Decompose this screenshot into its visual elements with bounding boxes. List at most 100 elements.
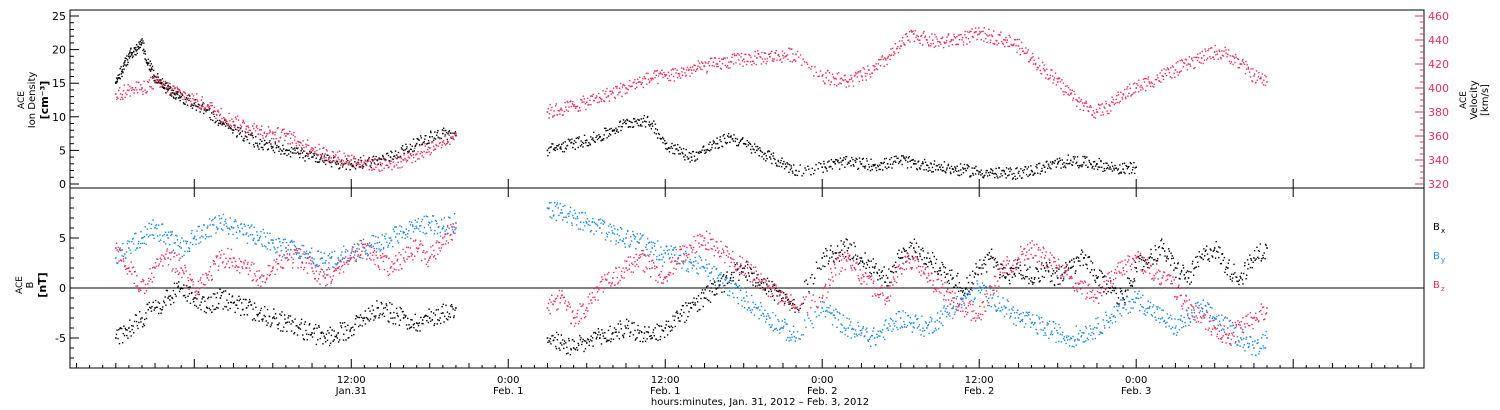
density-point	[221, 122, 224, 125]
velocity-point	[216, 110, 219, 113]
bx-point	[362, 317, 364, 320]
density-point	[711, 146, 713, 149]
density-point	[171, 89, 173, 91]
bx-point	[309, 334, 312, 336]
bx-point	[768, 290, 770, 293]
bx-point	[1209, 248, 1211, 250]
by-point	[134, 249, 137, 251]
density-point	[1001, 169, 1003, 172]
density-point	[292, 148, 294, 150]
velocity-point	[423, 150, 425, 153]
velocity-point	[287, 143, 289, 145]
velocity-point	[658, 72, 660, 75]
velocity-point	[424, 142, 426, 145]
bx-point	[942, 263, 944, 266]
density-point	[445, 129, 447, 132]
velocity-point	[421, 155, 423, 157]
velocity-point	[947, 33, 950, 35]
velocity-point	[341, 163, 344, 165]
bx-point	[581, 343, 583, 346]
velocity-point	[1023, 52, 1026, 54]
velocity-point	[717, 65, 719, 68]
bx-point	[1074, 272, 1076, 274]
bx-point	[722, 274, 725, 276]
by-point	[152, 234, 155, 236]
bx-point	[970, 288, 972, 291]
velocity-point	[743, 61, 746, 63]
velocity-point	[1212, 56, 1215, 58]
velocity-point	[629, 85, 632, 88]
bx-point	[445, 304, 447, 306]
bx-point	[622, 336, 625, 339]
velocity-point	[1209, 47, 1212, 49]
velocity-point	[1199, 52, 1201, 55]
density-point	[121, 71, 124, 73]
bx-point	[847, 247, 850, 249]
velocity-point	[689, 75, 691, 77]
bx-point	[437, 309, 439, 311]
velocity-point	[1117, 94, 1120, 96]
bx-point	[358, 316, 361, 319]
bx-point	[607, 329, 610, 332]
velocity-point	[409, 153, 412, 155]
density-point	[447, 133, 449, 135]
by-point	[321, 257, 323, 259]
bx-point	[881, 270, 884, 272]
velocity-point	[1136, 83, 1138, 85]
density-point	[148, 69, 151, 71]
bx-point	[446, 311, 449, 313]
density-point	[1011, 173, 1013, 175]
density-point	[702, 146, 704, 148]
density-point	[138, 46, 141, 49]
density-point	[981, 172, 984, 175]
density-point	[576, 136, 579, 139]
density-point	[923, 169, 925, 171]
bx-point	[303, 339, 305, 341]
velocity-point	[685, 75, 687, 77]
density-point	[662, 141, 664, 144]
velocity-point	[1262, 84, 1265, 86]
velocity-point	[979, 32, 982, 34]
bx-point	[1075, 270, 1077, 272]
velocity-point	[1188, 55, 1190, 58]
density-point	[212, 111, 215, 113]
bx-point	[594, 332, 597, 335]
bx-point	[826, 249, 828, 252]
density-point	[719, 139, 721, 141]
density-point	[157, 76, 159, 79]
velocity-point	[779, 59, 781, 62]
bx-point	[696, 310, 699, 313]
velocity-point	[153, 77, 155, 79]
velocity-point	[1169, 76, 1172, 78]
density-point	[929, 169, 931, 172]
velocity-point	[269, 131, 271, 133]
density-point	[135, 44, 138, 46]
bx-point	[999, 277, 1001, 279]
bx-point	[842, 253, 844, 256]
density-point	[354, 168, 357, 170]
velocity-point	[442, 141, 444, 143]
density-point	[737, 145, 739, 147]
by-point	[437, 226, 440, 229]
density-point	[924, 161, 927, 163]
bx-point	[187, 295, 189, 297]
bx-point	[943, 266, 945, 268]
density-point	[779, 162, 782, 164]
velocity-point	[688, 68, 690, 71]
bx-point	[988, 252, 991, 254]
bx-point	[1035, 267, 1037, 269]
density-point	[775, 164, 778, 166]
by-point	[560, 209, 563, 211]
density-point	[405, 148, 408, 150]
bx-point	[403, 314, 405, 316]
by-point	[125, 251, 128, 253]
velocity-point	[421, 151, 424, 154]
density-point	[345, 168, 347, 170]
velocity-point	[745, 53, 747, 56]
bx-point	[650, 334, 652, 337]
velocity-point	[966, 43, 968, 45]
velocity-point	[873, 65, 875, 67]
by-point	[169, 231, 172, 233]
bx-point	[992, 256, 994, 259]
bx-point	[202, 296, 204, 298]
